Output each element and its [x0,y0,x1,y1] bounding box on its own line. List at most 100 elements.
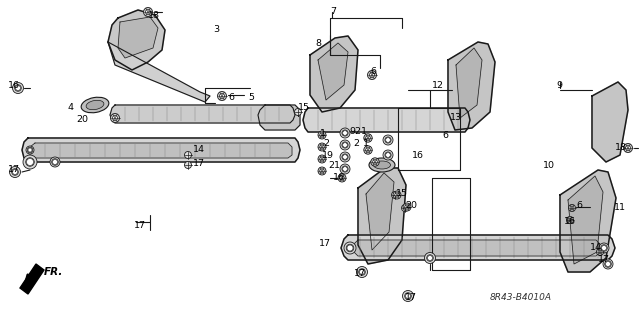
Circle shape [369,72,374,78]
Circle shape [605,262,611,266]
Circle shape [145,10,150,14]
Circle shape [342,143,348,147]
Polygon shape [358,168,406,264]
Circle shape [26,146,34,154]
Text: 21: 21 [328,160,340,169]
Circle shape [598,250,602,254]
Text: 17: 17 [598,256,610,264]
Text: 18: 18 [148,11,160,19]
Text: 2: 2 [323,139,329,149]
Circle shape [143,8,152,17]
Circle shape [342,155,348,159]
Text: 17: 17 [405,293,417,301]
Polygon shape [448,42,495,130]
Text: 18: 18 [615,143,627,152]
Ellipse shape [86,100,104,110]
Circle shape [623,144,632,152]
Circle shape [358,269,365,275]
Circle shape [320,169,324,173]
Circle shape [383,150,393,160]
Circle shape [406,293,410,299]
Text: 16: 16 [564,218,576,226]
Circle shape [50,157,60,167]
Text: 10: 10 [543,161,555,170]
Text: 5: 5 [248,93,254,102]
Circle shape [52,159,58,165]
Polygon shape [560,170,616,272]
Polygon shape [118,17,158,58]
Circle shape [364,146,372,154]
Circle shape [386,153,390,157]
Text: 17: 17 [8,166,20,174]
Circle shape [26,159,33,166]
Text: 17: 17 [193,159,205,167]
Text: 6: 6 [442,131,448,140]
Polygon shape [22,138,300,162]
Circle shape [403,291,413,301]
Circle shape [568,218,572,222]
Circle shape [340,164,350,174]
Circle shape [10,167,20,177]
Polygon shape [354,240,600,256]
Circle shape [342,154,348,160]
Circle shape [12,169,19,175]
Circle shape [356,266,367,278]
Circle shape [342,142,348,148]
Text: 2 1: 2 1 [354,138,369,147]
Circle shape [599,243,609,253]
Circle shape [320,133,324,137]
Text: 17: 17 [354,270,366,278]
Polygon shape [318,43,348,100]
Circle shape [570,206,574,210]
Circle shape [52,160,58,165]
Polygon shape [366,173,394,250]
Text: 15: 15 [298,103,310,113]
Polygon shape [30,143,292,158]
Ellipse shape [369,158,395,172]
Circle shape [340,128,350,138]
Circle shape [601,245,607,251]
Circle shape [26,158,35,166]
Circle shape [385,137,391,143]
Circle shape [568,204,575,211]
Polygon shape [108,10,165,70]
Circle shape [393,191,401,199]
Circle shape [320,145,324,149]
Circle shape [428,256,433,261]
Circle shape [342,166,348,172]
Text: 13: 13 [450,113,462,122]
Text: FR.: FR. [44,267,63,277]
Polygon shape [341,235,615,260]
Text: 17: 17 [319,239,331,248]
Circle shape [405,205,409,209]
Circle shape [367,70,376,79]
Circle shape [340,176,344,180]
Circle shape [342,167,348,171]
Circle shape [111,114,120,122]
Circle shape [566,217,573,224]
Polygon shape [20,264,44,294]
Text: 7: 7 [330,8,336,17]
Circle shape [404,293,412,299]
Circle shape [342,130,348,136]
Circle shape [318,155,326,163]
Ellipse shape [81,97,109,113]
Circle shape [392,191,399,198]
Polygon shape [258,105,300,130]
Circle shape [220,93,225,99]
Text: 1: 1 [320,129,326,137]
Circle shape [318,131,326,139]
Polygon shape [310,36,358,112]
Circle shape [344,242,356,254]
Circle shape [360,270,365,275]
Circle shape [603,259,613,269]
Circle shape [602,246,607,250]
Circle shape [15,85,21,91]
Circle shape [342,131,348,135]
Circle shape [386,138,390,142]
Polygon shape [108,42,210,102]
Circle shape [318,167,326,175]
Text: 6: 6 [228,93,234,102]
Circle shape [401,204,408,211]
Text: 20: 20 [76,115,88,124]
